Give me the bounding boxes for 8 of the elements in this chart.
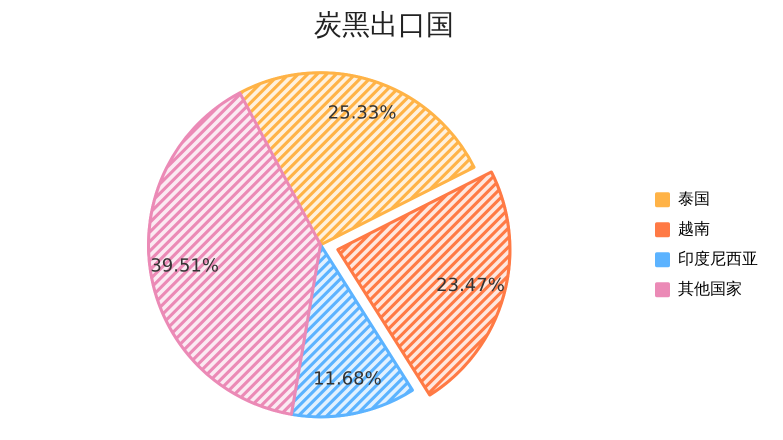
data-label: 11.68%: [313, 368, 382, 390]
legend-label: 泰国: [678, 188, 710, 208]
legend-label: 其他国家: [678, 278, 742, 298]
chart-title: 炭黑出口国: [314, 8, 454, 42]
legend-label: 印度尼西亚: [678, 248, 758, 268]
data-label: 25.33%: [328, 102, 396, 124]
data-label: 39.51%: [150, 255, 219, 276]
legend-label: 越南: [678, 218, 710, 238]
